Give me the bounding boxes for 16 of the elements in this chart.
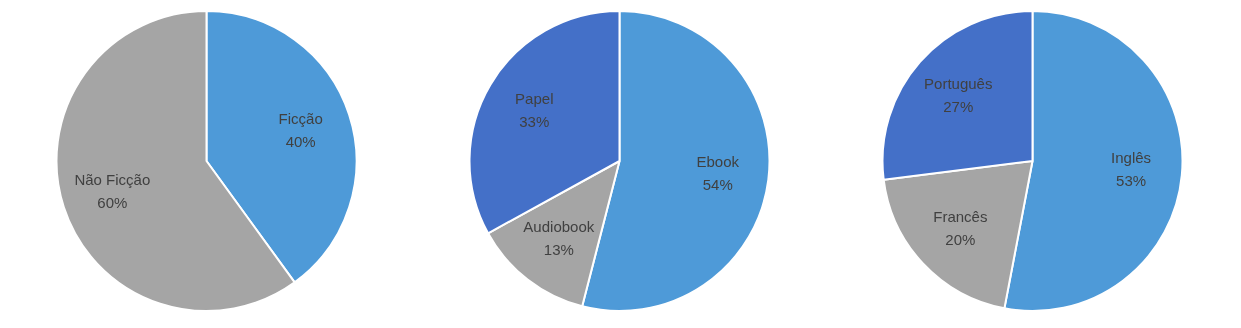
data-label: 20% (945, 230, 976, 248)
slice-label: Francês (933, 207, 988, 225)
slice-label: Ebook (696, 152, 740, 170)
data-label: 33% (519, 112, 550, 130)
data-label: 27% (943, 97, 974, 115)
data-label: 60% (97, 193, 128, 211)
data-label: 13% (543, 241, 574, 259)
slice-label: Ficção (278, 109, 323, 127)
data-label: 53% (1116, 172, 1147, 190)
slice-label: Inglês (1111, 149, 1152, 167)
data-label: 54% (702, 175, 733, 193)
slice-label: Papel (515, 89, 554, 107)
slice-label: Português (924, 74, 993, 92)
data-label: 40% (285, 132, 316, 150)
slice-label: Não Ficção (74, 170, 151, 188)
slice-label: Audiobook (523, 218, 595, 236)
